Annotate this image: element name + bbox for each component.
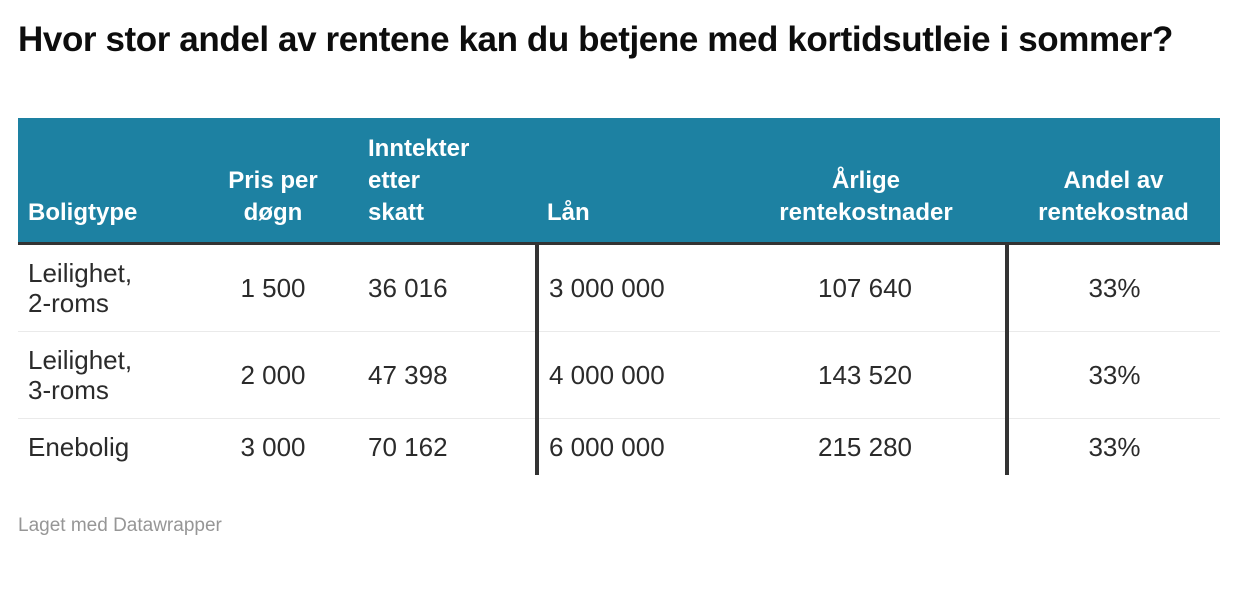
table-cell-lan: 3 000 000: [535, 243, 725, 331]
table-cell-arlige-rentekostnader: 143 520: [725, 330, 1007, 418]
table-cell-boligtype: Leilighet, 3-roms: [18, 330, 188, 418]
datawrapper-credit-link[interactable]: Laget med Datawrapper: [18, 514, 222, 536]
datawrapper-table-page: Hvor stor andel av rentene kan du betjen…: [18, 20, 1220, 536]
table-row: Enebolig 3 000 70 162 6 000 000 215 280 33%: [18, 417, 1220, 475]
table-cell-andel-av-rentekostnad: 33%: [1005, 330, 1220, 418]
table-cell-pris-per-dogn: 1 500: [240, 272, 306, 303]
data-table: Boligtype Pris per døgn Inntekter etter sk…: [18, 118, 1220, 475]
column-header-arlige-rentekostnader: Årlige rentekostnader: [725, 118, 1007, 245]
table-header-row: Boligtype Pris per døgn Inntekter etter sk…: [18, 118, 1220, 245]
table-cell-pris-per-dogn: 2 000: [188, 330, 358, 418]
table-cell-andel-av-rentekostnad: 33%: [1005, 417, 1220, 475]
table-header: Boligtype Pris per døgn Inntekter etter sk…: [18, 118, 1220, 245]
table-cell-lan: 4 000 000: [535, 330, 725, 418]
column-header-boligtype: Boligtype: [18, 118, 188, 245]
table-cell-arlige-rentekostnader: 215 280: [725, 417, 1007, 475]
table-cell-inntekter-etter-skatt: 47 398: [358, 330, 537, 418]
column-header-lan: Lån: [537, 118, 725, 245]
table-body: Leilighet, 2-roms 1 500 36 016 3 000 000 107…: [18, 243, 1220, 475]
table-cell-inntekter-etter-skatt: 70 162: [358, 417, 537, 475]
table-cell-andel-av-rentekostnad: 33%: [1005, 243, 1220, 331]
column-header-andel-av-rentekostnad: Andel av rentekostnad: [1007, 118, 1220, 245]
table-row: Leilighet, 3-roms 2 000 47 398 4 000 000 143…: [18, 330, 1220, 418]
page-title: Hvor stor andel av rentene kan du betjen…: [18, 20, 1173, 59]
table-row: Leilighet, 2-roms 1 500 36 016 3 000 000 107…: [18, 243, 1220, 331]
table-cell-boligtype: Leilighet, 2-roms: [28, 257, 133, 318]
table-cell-inntekter-etter-skatt: 36 016: [368, 272, 448, 303]
column-header-inntekter-etter-skatt: Inntekter etter skatt: [358, 118, 537, 245]
table-cell-pris-per-dogn: 3 000: [188, 417, 358, 475]
table-cell-boligtype: Enebolig: [18, 417, 188, 475]
table-cell-lan: 6 000 000: [535, 417, 725, 475]
column-header-pris-per-dogn: Pris per døgn: [188, 118, 358, 245]
table-cell-arlige-rentekostnader: 107 640: [818, 272, 912, 303]
